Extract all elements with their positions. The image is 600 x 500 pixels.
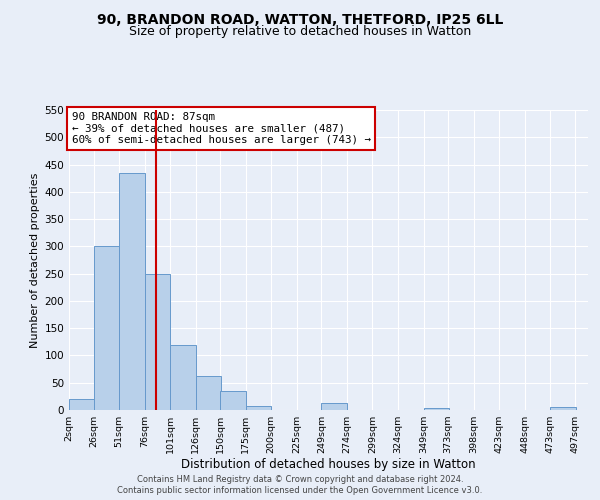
Text: Contains public sector information licensed under the Open Government Licence v3: Contains public sector information licen… — [118, 486, 482, 495]
Y-axis label: Number of detached properties: Number of detached properties — [30, 172, 40, 348]
Bar — [196, 376, 221, 410]
Bar — [322, 403, 347, 410]
Bar — [246, 406, 271, 410]
Bar — [424, 408, 449, 410]
X-axis label: Distribution of detached houses by size in Watton: Distribution of detached houses by size … — [181, 458, 476, 470]
Bar — [550, 408, 576, 410]
Text: Contains HM Land Registry data © Crown copyright and database right 2024.: Contains HM Land Registry data © Crown c… — [137, 475, 463, 484]
Bar — [220, 391, 246, 410]
Bar — [94, 246, 119, 410]
Text: Size of property relative to detached houses in Watton: Size of property relative to detached ho… — [129, 25, 471, 38]
Bar — [69, 399, 95, 410]
Text: 90 BRANDON ROAD: 87sqm
← 39% of detached houses are smaller (487)
60% of semi-de: 90 BRANDON ROAD: 87sqm ← 39% of detached… — [71, 112, 371, 144]
Bar — [170, 344, 196, 410]
Bar — [145, 274, 170, 410]
Bar — [119, 172, 145, 410]
Text: 90, BRANDON ROAD, WATTON, THETFORD, IP25 6LL: 90, BRANDON ROAD, WATTON, THETFORD, IP25… — [97, 12, 503, 26]
